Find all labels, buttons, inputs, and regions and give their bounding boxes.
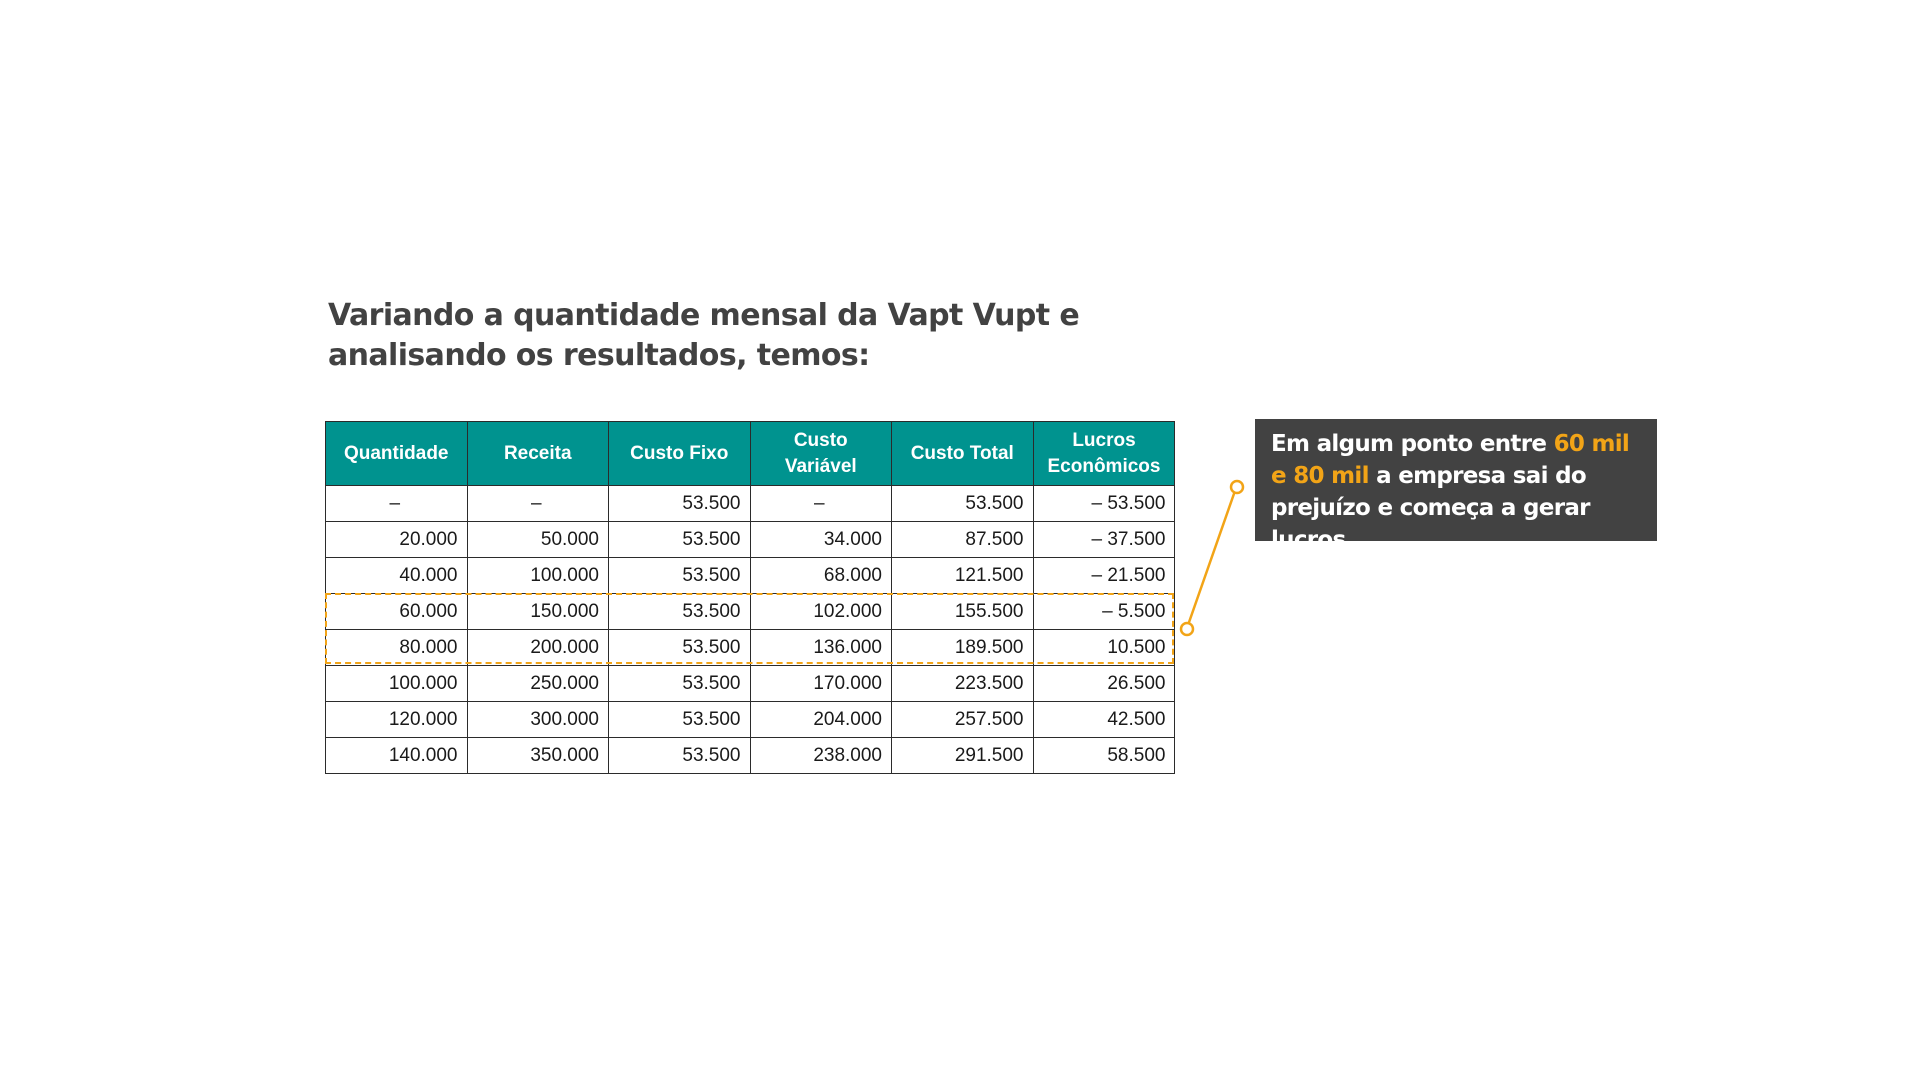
cell-custo-total: 223.500 xyxy=(891,665,1034,702)
cell-lucros-economicos: – 21.500 xyxy=(1032,557,1176,594)
cell-quantidade: 120.000 xyxy=(325,701,468,738)
cell-custo-fixo: 53.500 xyxy=(608,701,751,738)
cell-custo-fixo: 53.500 xyxy=(608,557,751,594)
cell-quantidade: 140.000 xyxy=(325,737,468,774)
page-title: Variando a quantidade mensal da Vapt Vup… xyxy=(328,298,1080,373)
cell-receita: 300.000 xyxy=(466,701,609,738)
callout-text-suffix: a empresa sai do prejuízo e começa a ger… xyxy=(1271,463,1591,553)
table-row: 120.000 300.000 53.500 204.000 257.500 42.500 xyxy=(325,701,1176,738)
cell-custo-variavel: 102.000 xyxy=(749,593,892,630)
cell-custo-fixo: 53.500 xyxy=(608,521,751,558)
table-row: – –53.500–53.500– 53.500 xyxy=(325,485,1176,522)
header-receita: Receita xyxy=(466,421,609,486)
callout-text-prefix: Em algum ponto entre xyxy=(1271,431,1554,457)
cell-custo-fixo: 53.500 xyxy=(608,665,751,702)
cell-lucros-economicos: – 37.500 xyxy=(1032,521,1176,558)
cell-lucros-economicos: – 53.500 xyxy=(1032,485,1176,522)
cell-receita: 250.000 xyxy=(466,665,609,702)
header-custo-total: Custo Total xyxy=(891,421,1034,486)
cell-custo-total: 257.500 xyxy=(891,701,1034,738)
header-custo-fixo: Custo Fixo xyxy=(608,421,751,486)
cell-lucros-economicos: – 5.500 xyxy=(1032,593,1176,630)
cell-custo-fixo: 53.500 xyxy=(608,737,751,774)
cell-custo-variavel: – xyxy=(749,485,892,522)
cell-lucros-economicos: 26.500 xyxy=(1032,665,1176,702)
cell-quantidade: 100.000 xyxy=(325,665,468,702)
cell-receita: 100.000 xyxy=(466,557,609,594)
header-quantidade: Quantidade xyxy=(325,421,468,486)
cell-quantidade: 60.000 xyxy=(325,593,468,630)
header-custo-variavel: Custo Variável xyxy=(749,421,892,486)
cell-quantidade: 40.000 xyxy=(325,557,468,594)
connector-dot-start xyxy=(1179,621,1195,637)
cell-custo-variavel: 68.000 xyxy=(749,557,892,594)
cell-custo-variavel: 170.000 xyxy=(749,665,892,702)
cell-quantidade: – xyxy=(325,485,468,522)
header-lucros-economicos: Lucros Econômicos xyxy=(1032,421,1176,486)
cell-receita: 350.000 xyxy=(466,737,609,774)
cell-receita: 150.000 xyxy=(466,593,609,630)
cell-receita: 50.000 xyxy=(466,521,609,558)
callout-box: Em algum ponto entre 60 mil e 80 mil a e… xyxy=(1255,419,1657,553)
cell-receita: – xyxy=(466,485,609,522)
table-row: 20.000 50.000 53.500 34.000 87.500– 37.500 xyxy=(325,521,1176,558)
cell-receita: 200.000 xyxy=(466,629,609,666)
cell-custo-fixo: 53.500 xyxy=(608,593,751,630)
cell-custo-variavel: 204.000 xyxy=(749,701,892,738)
cell-custo-variavel: 238.000 xyxy=(749,737,892,774)
cell-custo-total: 155.500 xyxy=(891,593,1034,630)
cell-quantidade: 80.000 xyxy=(325,629,468,666)
cell-custo-variavel: 136.000 xyxy=(749,629,892,666)
table-header: Quantidade Receita Custo Fixo Custo Vari… xyxy=(325,421,1176,486)
cell-custo-total: 121.500 xyxy=(891,557,1034,594)
table-body: – –53.500–53.500– 53.500 20.000 50.000 53.50… xyxy=(325,485,1176,774)
table-row: 60.000 150.000 53.500 102.000 155.500– 5.500 xyxy=(325,593,1176,630)
table-row: 80.000 200.000 53.500 136.000 189.500 10.500 xyxy=(325,629,1176,666)
table-row: 100.000 250.000 53.500 170.000 223.500 26.500 xyxy=(325,665,1176,702)
cell-custo-total: 291.500 xyxy=(891,737,1034,774)
callout-highlight: 60 mil e 80 mil xyxy=(1271,431,1630,489)
connector-line xyxy=(1185,487,1238,629)
cell-custo-total: 87.500 xyxy=(891,521,1034,558)
cell-custo-variavel: 34.000 xyxy=(749,521,892,558)
cell-lucros-economicos: 58.500 xyxy=(1032,737,1176,774)
table-header-row: Quantidade Receita Custo Fixo Custo Vari… xyxy=(325,421,1176,486)
results-table: Quantidade Receita Custo Fixo Custo Vari… xyxy=(325,421,1176,774)
table-row: 140.000 350.000 53.500 238.000 291.500 58.500 xyxy=(325,737,1176,774)
cell-custo-total: 53.500 xyxy=(891,485,1034,522)
cell-custo-fixo: 53.500 xyxy=(608,629,751,666)
cell-lucros-economicos: 10.500 xyxy=(1032,629,1176,666)
cell-lucros-economicos: 42.500 xyxy=(1032,701,1176,738)
cell-custo-total: 189.500 xyxy=(891,629,1034,666)
connector-dot-end xyxy=(1229,479,1245,495)
cell-quantidade: 20.000 xyxy=(325,521,468,558)
cell-custo-fixo: 53.500 xyxy=(608,485,751,522)
table-row: 40.000 100.000 53.500 68.000 121.500– 21.500 xyxy=(325,557,1176,594)
